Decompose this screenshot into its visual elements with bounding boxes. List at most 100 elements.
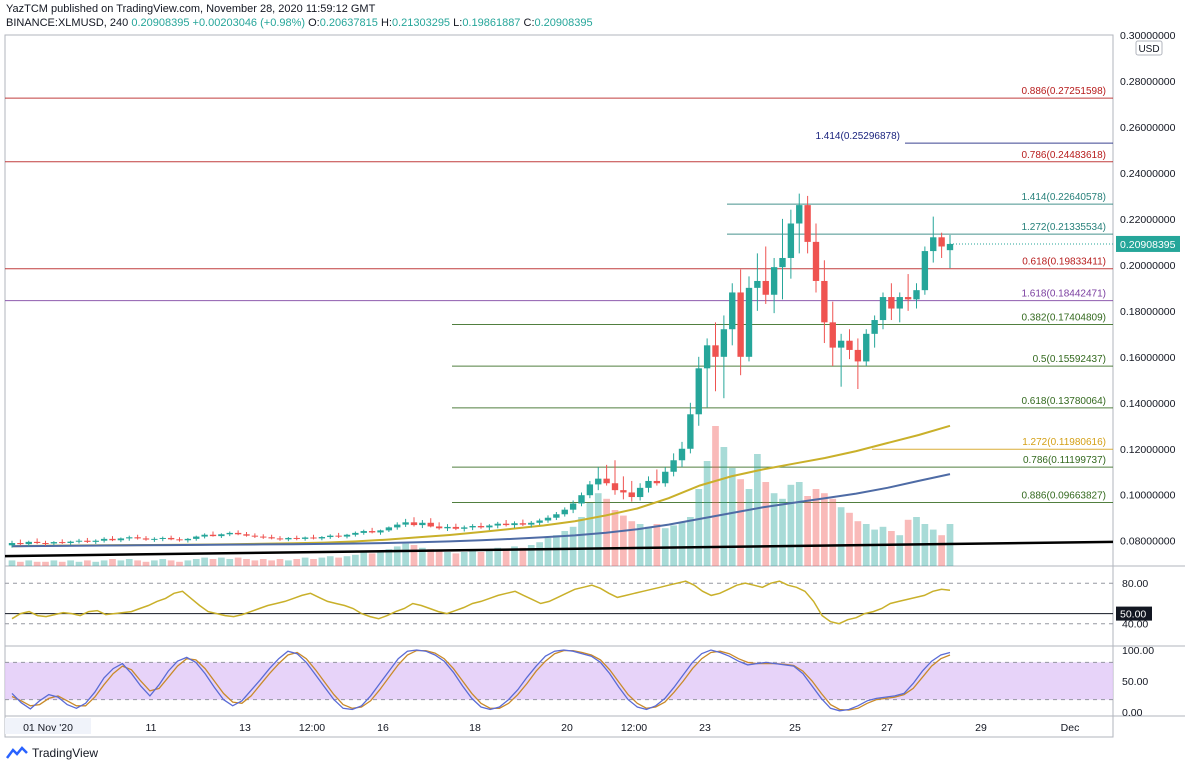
candle-body: [75, 540, 83, 542]
volume-bar: [829, 498, 837, 566]
candle-body: [435, 526, 443, 529]
candle-body: [452, 526, 460, 529]
candle-body: [770, 267, 778, 295]
volume-bar: [109, 559, 116, 566]
candle-body: [276, 538, 284, 540]
volume-bar: [452, 553, 460, 566]
fib-level-label: 1.618(0.18442471): [1021, 289, 1106, 300]
volume-bar: [904, 519, 912, 566]
volume-bar: [502, 549, 510, 566]
candle-body: [486, 525, 493, 528]
x-tick-label: 23: [699, 722, 711, 734]
candle-body: [201, 534, 208, 537]
candle-body: [33, 541, 41, 544]
fib-level-label: 0.382(0.17404809): [1021, 313, 1106, 324]
candle-body: [762, 280, 769, 295]
candle-body: [117, 538, 125, 541]
price-chart[interactable]: 0.886(0.27251598) 1.414(0.25296878) 0.786(…: [0, 0, 1185, 740]
volume-bar: [636, 524, 644, 566]
volume-bar: [787, 484, 795, 566]
candle-body: [251, 535, 259, 537]
rsi-tick-label: 40.00: [1122, 619, 1148, 631]
candle-body: [377, 530, 384, 533]
candle-body: [50, 542, 58, 544]
candle-body: [260, 536, 267, 538]
volume-bar: [779, 498, 786, 566]
candle-body: [427, 522, 434, 527]
candle-body: [703, 345, 711, 369]
volume-bar: [134, 560, 141, 566]
candle-body: [8, 543, 16, 546]
volume-bar: [427, 549, 435, 566]
volume-bar: [754, 454, 761, 566]
volume-bar: [460, 552, 468, 566]
volume-bar: [50, 560, 58, 566]
volume-bar: [352, 554, 359, 566]
candle-body: [209, 534, 217, 537]
open-label: O:: [308, 17, 320, 29]
candle-body: [553, 514, 560, 518]
tradingview-logo-icon: [6, 746, 28, 759]
volume-bar: [720, 447, 728, 566]
candle-body: [695, 368, 702, 415]
volume-bar: [360, 552, 368, 566]
volume-bar: [812, 489, 820, 566]
tradingview-brand-text: TradingView: [32, 746, 99, 760]
candle-body: [737, 292, 744, 357]
volume-bar: [527, 545, 535, 566]
volume-bar: [578, 517, 585, 566]
candle-body: [126, 537, 133, 539]
fib-level-label: 0.786(0.11199737): [1023, 455, 1106, 466]
close-value: 0.20908395: [534, 17, 593, 29]
symbol-info: BINANCE:XLMUSD, 240 0.20908395 +0.002030…: [6, 17, 593, 29]
open-value: 0.20637815: [319, 17, 378, 29]
x-tick-label: 16: [377, 722, 389, 734]
author-name[interactable]: YazTCM: [6, 3, 48, 15]
candle-body: [754, 280, 761, 288]
fib-level-label: 1.414(0.25296878): [815, 131, 900, 142]
y-tick-label: 0.14000000: [1120, 398, 1176, 410]
volume-bar: [611, 510, 619, 566]
tradingview-brand[interactable]: TradingView: [6, 746, 98, 760]
support-trendline: [4, 540, 1114, 558]
volume-bar: [385, 549, 393, 566]
candle-body: [720, 329, 728, 357]
volume-bar: [854, 521, 862, 566]
candle-body: [578, 495, 585, 504]
volume-bar: [821, 493, 828, 566]
candle-body: [176, 539, 183, 541]
volume-bar: [477, 552, 485, 566]
volume-bar: [17, 561, 24, 566]
candle-body: [569, 503, 577, 510]
volume-bar: [234, 557, 242, 566]
volume-bar: [687, 517, 694, 566]
candle-body: [343, 534, 351, 537]
volume-bar: [594, 493, 602, 566]
candle-body: [318, 537, 326, 539]
candle-body: [502, 523, 510, 526]
candle-body: [804, 205, 811, 242]
volume-bar: [628, 521, 636, 566]
symbol-name[interactable]: BINANCE:XLMUSD, 240: [6, 17, 129, 29]
volume-bar: [301, 557, 309, 566]
fib-level-label: 0.886(0.09663827): [1021, 490, 1106, 501]
y-tick-label: 0.28000000: [1120, 76, 1176, 88]
candle-body: [528, 522, 535, 525]
fib-level-label: 0.5(0.15592437): [1033, 354, 1106, 365]
volume-bar: [402, 543, 409, 566]
stoch-band: [5, 662, 1113, 700]
fib-level-label: 1.414(0.22640578): [1021, 192, 1106, 203]
published-text: published on TradingView.com, November 2…: [51, 3, 376, 15]
candle-body: [712, 345, 719, 357]
x-tick-highlight: [5, 718, 91, 734]
publish-info: YazTCM published on TradingView.com, Nov…: [6, 3, 375, 15]
candle-body: [879, 297, 887, 321]
volume-bar: [888, 531, 895, 566]
candle-body: [293, 537, 300, 539]
candle-body: [234, 532, 242, 535]
volume-bar: [703, 461, 711, 566]
candle-body: [829, 322, 836, 348]
fib-level-label: 1.272(0.11980616): [1022, 437, 1106, 448]
candle-body: [779, 257, 786, 268]
currency-label: USD: [1138, 44, 1159, 55]
